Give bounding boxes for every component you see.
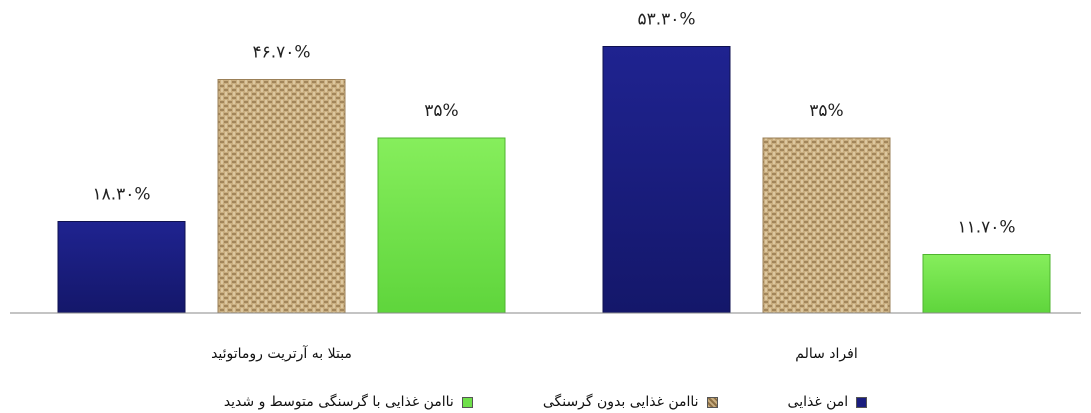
bar bbox=[602, 46, 731, 314]
legend-swatch bbox=[706, 396, 718, 408]
category-label: افراد سالم bbox=[795, 346, 857, 362]
category-label: مبتلا به آرتریت روماتوئید bbox=[211, 345, 352, 362]
legend-item: ناامن غذایی بدون گرسنگی bbox=[543, 394, 718, 410]
legend-item: ناامن غذایی با گرسنگی متوسط و شدید bbox=[224, 394, 473, 410]
bar bbox=[57, 221, 186, 314]
data-label: ۳۵% bbox=[424, 101, 458, 121]
bar bbox=[922, 254, 1051, 314]
data-label: ۱۸.۳۰% bbox=[92, 185, 150, 205]
data-label: ۴۶.۷۰% bbox=[252, 43, 310, 63]
bar bbox=[762, 137, 891, 314]
legend-swatch bbox=[461, 396, 473, 408]
legend-label: امن غذایی bbox=[787, 394, 849, 410]
bar bbox=[217, 79, 346, 314]
data-label: ۱۱.۷۰% bbox=[957, 218, 1015, 238]
legend: ناامن غذایی با گرسنگی متوسط و شدید ناامن … bbox=[0, 392, 1091, 412]
legend-label: ناامن غذایی با گرسنگی متوسط و شدید bbox=[223, 394, 454, 410]
bar bbox=[377, 137, 506, 314]
data-label: ۵۳.۳۰% bbox=[637, 10, 695, 30]
legend-item: امن غذایی bbox=[788, 394, 868, 410]
legend-label: ناامن غذایی بدون گرسنگی bbox=[542, 394, 699, 410]
data-label: ۳۵% bbox=[809, 101, 843, 121]
legend-swatch bbox=[856, 396, 868, 408]
